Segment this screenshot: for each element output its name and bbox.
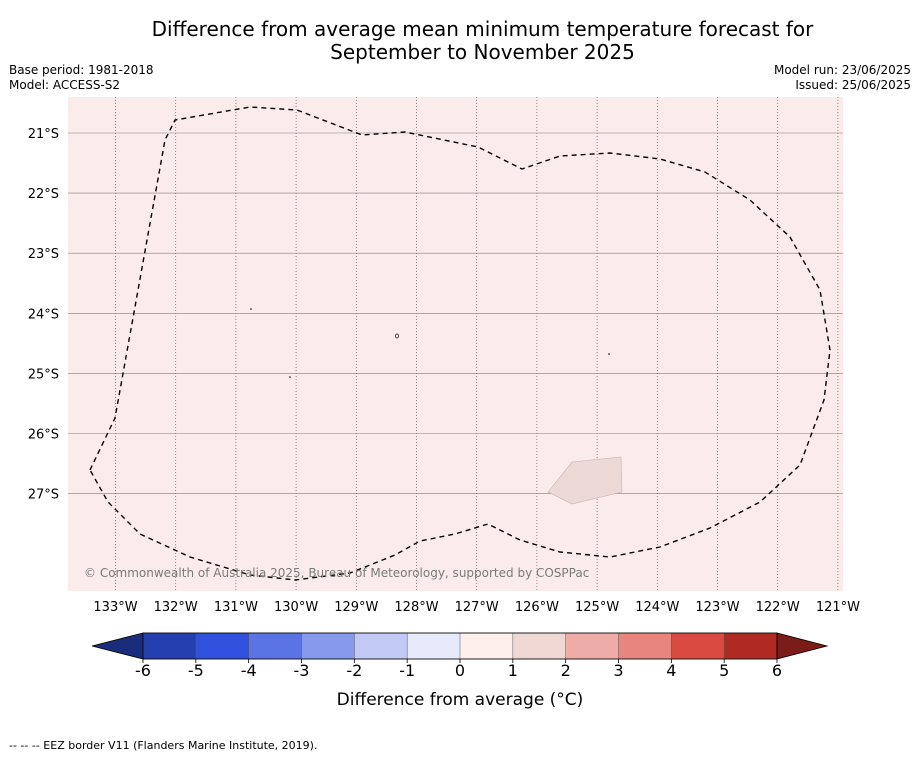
- latitude-labels: 21°S 22°S 23°S 24°S 25°S 26°S 27°S: [28, 127, 59, 503]
- colorbar-block: [142, 632, 197, 660]
- longitude-label: 124°W: [635, 600, 679, 615]
- model-name: Model: ACCESS-S2: [9, 78, 121, 92]
- eez-border: [89, 106, 831, 581]
- map-background: [68, 97, 843, 591]
- colorbar-tick-label: 0: [455, 661, 465, 680]
- meta-right: Model run: 23/06/2025 Issued: 25/06/2025: [774, 63, 911, 93]
- longitude-label: 129°W: [334, 600, 378, 615]
- longitude-label: 125°W: [575, 600, 619, 615]
- longitude-labels: 133°W 132°W 131°W 130°W 129°W 128°W 127°W 126°W…: [93, 600, 860, 615]
- colorbar-tick-label: 6: [772, 661, 782, 680]
- latitude-label: 22°S: [28, 187, 59, 202]
- map-figure: © Commonwealth of Australia 2025, Bureau…: [28, 97, 860, 710]
- colorbar: -6 -5 -4 -3 -2 -1 0 1 2 3 4 5 6 Difference from aver…: [91, 632, 829, 710]
- colorbar-block: [671, 632, 725, 660]
- colorbar-label: Difference from average (°C): [337, 690, 584, 710]
- longitude-label: 127°W: [455, 600, 499, 615]
- latitude-label: 26°S: [28, 428, 59, 443]
- colorbar-tick-label: -6: [135, 661, 151, 680]
- latitude-label: 24°S: [28, 307, 59, 322]
- copyright-notice: © Commonwealth of Australia 2025, Bureau…: [84, 566, 589, 580]
- base-period: Base period: 1981-2018: [9, 63, 154, 77]
- colorbar-block: [248, 632, 303, 660]
- meta-left: Base period: 1981-2018 Model: ACCESS-S2: [9, 63, 154, 93]
- latitude-label: 21°S: [28, 127, 59, 142]
- longitude-label: 130°W: [274, 600, 318, 615]
- colorbar-tick-label: -1: [399, 661, 415, 680]
- latitude-label: 25°S: [28, 367, 59, 382]
- colorbar-tick-label: -3: [294, 661, 310, 680]
- longitude-label: 126°W: [515, 600, 559, 615]
- longitude-label: 131°W: [214, 600, 258, 615]
- colorbar-block: [565, 632, 620, 660]
- colorbar-underflow: [91, 632, 144, 660]
- colorbar-tick-label: -5: [188, 661, 204, 680]
- latitude-label: 23°S: [28, 247, 59, 262]
- colorbar-block: [512, 632, 567, 660]
- latitude-gridlines: [68, 132, 843, 494]
- longitude-gridlines: [115, 97, 839, 591]
- colorbar-tick-label: -4: [241, 661, 257, 680]
- longitude-label: 121°W: [816, 600, 860, 615]
- island-markers: [250, 308, 610, 378]
- colorbar-tick-label: 1: [508, 661, 518, 680]
- colorbar-tick-label: 2: [561, 661, 571, 680]
- island-marker: [608, 353, 610, 355]
- colorbar-tick-label: 5: [719, 661, 729, 680]
- colorbar-tick-label: 3: [613, 661, 623, 680]
- colorbar-tick-label: -2: [346, 661, 362, 680]
- colorbar-block: [406, 632, 461, 660]
- colorbar-blocks: [142, 632, 778, 660]
- island-marker: [395, 333, 399, 339]
- title-line-2: September to November 2025: [330, 40, 635, 64]
- longitude-label: 122°W: [756, 600, 800, 615]
- island-marker: [250, 308, 252, 310]
- issued-date: Issued: 25/06/2025: [795, 78, 911, 92]
- colorbar-block: [618, 632, 673, 660]
- title-line-1: Difference from average mean minimum tem…: [151, 17, 814, 41]
- colorbar-block: [301, 632, 356, 660]
- latitude-label: 27°S: [28, 488, 59, 503]
- island-marker: [289, 376, 291, 378]
- colorbar-overflow: [776, 632, 829, 660]
- colorbar-block: [723, 632, 778, 660]
- map-title: Difference from average mean minimum tem…: [80, 18, 885, 64]
- longitude-label: 128°W: [394, 600, 438, 615]
- colorbar-block: [195, 632, 250, 660]
- colorbar-block: [354, 632, 408, 660]
- anomaly-patch: [547, 456, 623, 505]
- eez-legend: -- -- -- EEZ border V11 (Flanders Marine…: [9, 739, 318, 752]
- longitude-label: 133°W: [93, 600, 137, 615]
- model-run: Model run: 23/06/2025: [773, 63, 911, 77]
- colorbar-tick-label: 4: [666, 661, 676, 680]
- longitude-label: 123°W: [695, 600, 739, 615]
- colorbar-block: [459, 632, 514, 660]
- longitude-label: 132°W: [154, 600, 198, 615]
- colorbar-ticks: -6 -5 -4 -3 -2 -1 0 1 2 3 4 5 6: [135, 659, 782, 680]
